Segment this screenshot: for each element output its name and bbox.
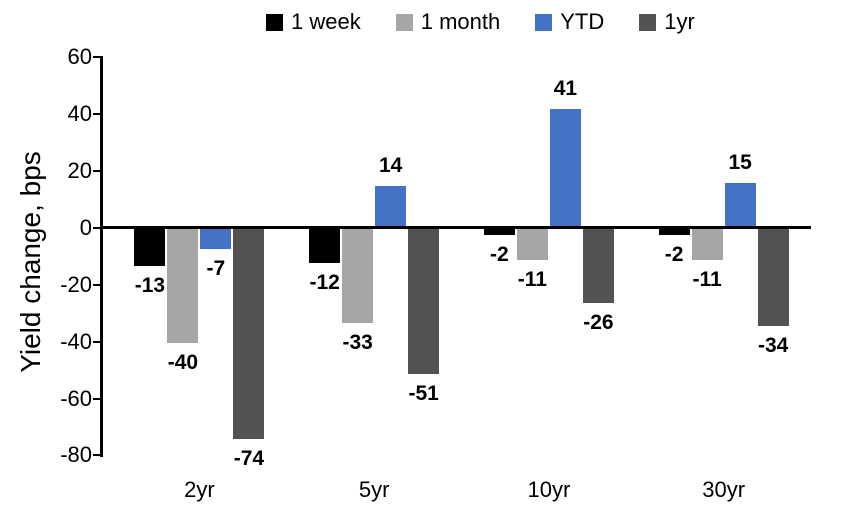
legend-item: 1 week bbox=[266, 9, 361, 35]
bar-1yr-5yr bbox=[408, 229, 440, 374]
bar-value-label: -51 bbox=[408, 381, 439, 405]
bar-1-week-30yr bbox=[658, 229, 690, 235]
y-tick-label: -60 bbox=[60, 385, 92, 411]
legend-label: YTD bbox=[560, 9, 605, 34]
y-tick-mark bbox=[93, 56, 103, 59]
bar-value-label: -2 bbox=[664, 242, 684, 266]
legend-item: 1 month bbox=[395, 9, 501, 35]
bar-value-label: -12 bbox=[309, 271, 340, 295]
legend-item: YTD bbox=[535, 9, 604, 35]
y-tick-label: -80 bbox=[60, 442, 92, 468]
legend-label: 1yr bbox=[664, 9, 695, 34]
bar-1-week-10yr bbox=[483, 229, 515, 235]
y-tick-label: -40 bbox=[60, 328, 92, 354]
x-axis-labels: 2yr 5yr 10yr 30yr bbox=[112, 478, 811, 502]
legend-swatch bbox=[535, 13, 553, 31]
bar-1yr-30yr bbox=[757, 229, 789, 326]
bar-value-label: -33 bbox=[342, 330, 373, 354]
bar-YTD-10yr bbox=[549, 109, 581, 226]
bar-YTD-5yr bbox=[375, 186, 407, 226]
legend-label: 1 month bbox=[420, 9, 501, 34]
plot-area: -13 -40 -7 -74 -12 -33 14 -51 -2 -11 41 -26 -2 -11 15-… bbox=[102, 57, 811, 470]
legend-swatch bbox=[266, 13, 283, 31]
x-category-label: 2yr bbox=[184, 477, 215, 502]
bar-YTD-2yr bbox=[200, 229, 232, 249]
y-tick-mark bbox=[93, 113, 103, 116]
x-category-label: 5yr bbox=[358, 477, 390, 502]
y-tick-mark bbox=[93, 170, 103, 173]
y-tick-mark bbox=[93, 454, 103, 457]
bar-value-label: -26 bbox=[583, 310, 614, 334]
y-tick-mark bbox=[93, 227, 103, 229]
legend-swatch bbox=[395, 13, 413, 31]
y-tick-label: 60 bbox=[67, 44, 92, 70]
bar-group-5yr: -12 -33 14 -51 bbox=[287, 57, 462, 456]
bar-value-label: -11 bbox=[517, 268, 547, 292]
bar-value-label: 15 bbox=[728, 151, 752, 175]
bar-1-month-5yr bbox=[342, 229, 374, 323]
bar-group-2yr: -13 -40 -7 -74 bbox=[112, 57, 287, 470]
bar-1-month-30yr bbox=[691, 229, 723, 261]
y-tick-label: 0 bbox=[79, 215, 92, 240]
bar-group-10yr: -2 -11 41 -26 bbox=[462, 57, 637, 456]
y-tick-label: 20 bbox=[67, 158, 92, 184]
bar-value-label: -40 bbox=[167, 350, 199, 374]
bar-value-label: -13 bbox=[134, 273, 166, 297]
bar-group-30yr: -2 -11 15 -34 bbox=[636, 57, 811, 456]
bar-groups: -13 -40 -7 -74 -12 -33 14 -51 -2 -11 41 -26 -2 -11 15-… bbox=[112, 57, 811, 470]
x-category-label: 30yr bbox=[702, 477, 746, 502]
y-tick-label: 40 bbox=[67, 101, 92, 127]
bar-value-label: -2 bbox=[490, 242, 509, 266]
bar-1-week-5yr bbox=[309, 229, 341, 264]
y-axis-line bbox=[100, 57, 103, 457]
bar-1-month-10yr bbox=[516, 229, 548, 261]
y-tick-mark bbox=[93, 397, 103, 400]
bar-1yr-10yr bbox=[582, 229, 614, 303]
y-tick-mark bbox=[93, 340, 103, 343]
bar-value-label: -34 bbox=[757, 333, 789, 357]
zero-baseline bbox=[102, 226, 811, 229]
bar-value-label: -7 bbox=[206, 256, 226, 280]
bar-YTD-30yr bbox=[724, 183, 756, 226]
legend-label: 1 week bbox=[291, 9, 361, 34]
legend-swatch bbox=[639, 13, 657, 31]
bar-1yr-2yr bbox=[233, 229, 265, 440]
bar-value-label: -11 bbox=[692, 268, 722, 292]
y-tick-mark bbox=[93, 283, 103, 286]
x-category-label: 10yr bbox=[527, 477, 571, 502]
legend-item: 1yr bbox=[639, 9, 695, 35]
y-tick-label: -20 bbox=[60, 271, 92, 297]
bar-1-month-2yr bbox=[167, 229, 199, 343]
bar-value-label: 14 bbox=[378, 154, 403, 178]
bar-1-week-2yr bbox=[134, 229, 166, 266]
bar-value-label: 41 bbox=[553, 77, 578, 101]
bar-value-label: -74 bbox=[233, 447, 265, 471]
legend: 1 week 1 month YTD 1yr bbox=[266, 9, 695, 35]
